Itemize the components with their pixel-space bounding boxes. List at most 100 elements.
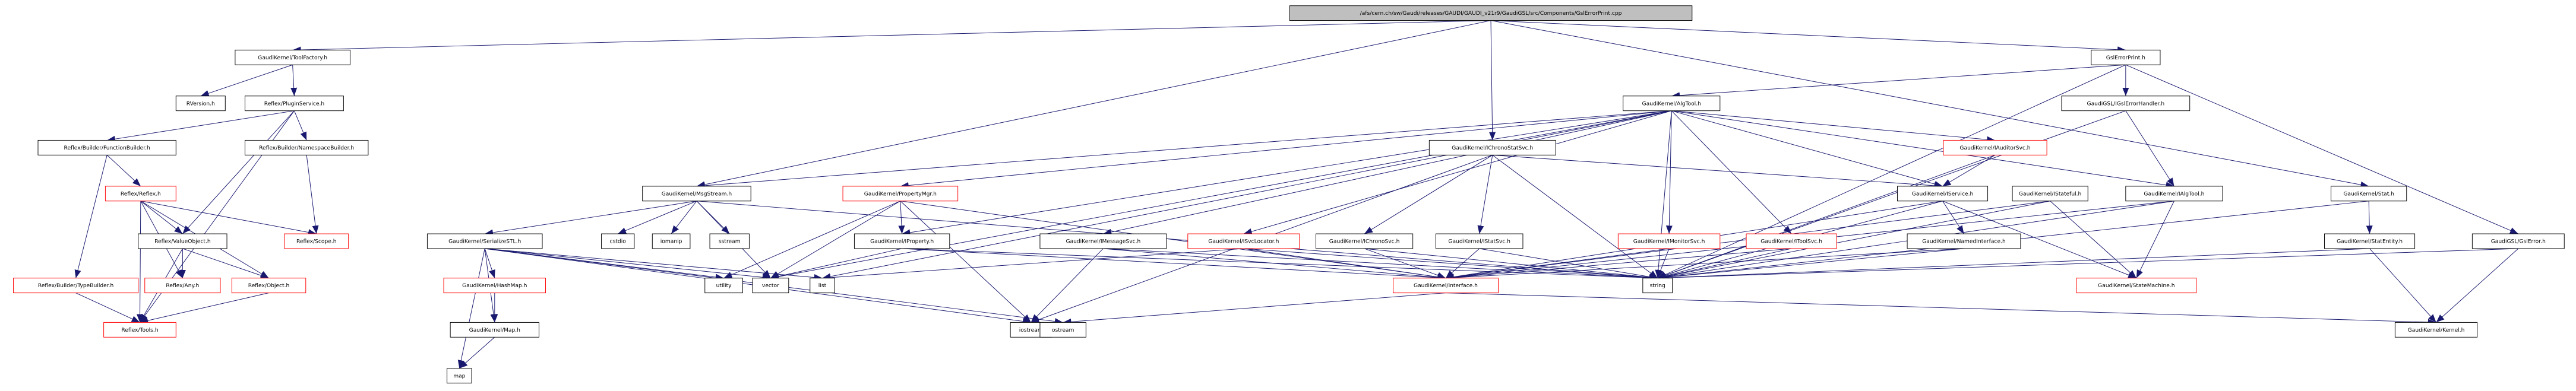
node-label: iomanip xyxy=(660,239,682,245)
node-box xyxy=(1907,233,2021,249)
node-box xyxy=(1393,278,1499,294)
node-box xyxy=(2061,96,2191,112)
node-box xyxy=(37,139,176,155)
node-label: GaudiKernel/IMessageSvc.h xyxy=(1066,239,1140,245)
edge xyxy=(1655,110,1672,278)
edge xyxy=(900,110,1672,189)
edge xyxy=(1445,248,1964,281)
node-box xyxy=(709,233,750,249)
edge xyxy=(306,155,319,234)
edge xyxy=(1243,248,1446,281)
node-box xyxy=(1642,278,1673,294)
node-box xyxy=(810,278,835,294)
node-label: Reflex/Reflex.h xyxy=(121,191,161,197)
edge xyxy=(1942,201,1964,234)
node-label: Reflex/Scope.h xyxy=(296,239,337,245)
node-box xyxy=(450,322,539,338)
node-label: GaudiKernel/Interface.h xyxy=(1414,283,1478,289)
edge xyxy=(290,65,298,96)
edge xyxy=(457,248,485,368)
edge xyxy=(1492,154,1943,189)
edge xyxy=(1657,110,2126,279)
node-box xyxy=(854,233,950,249)
edge xyxy=(292,20,1491,53)
edge xyxy=(75,293,140,323)
edge xyxy=(902,248,1658,281)
edge xyxy=(822,110,1672,280)
node-label: GaudiKernel/NamedInterface.h xyxy=(1922,239,2006,245)
node-box xyxy=(642,186,751,202)
edge xyxy=(74,155,108,278)
edge xyxy=(2125,64,2518,234)
edge xyxy=(671,201,697,234)
node-label: GaudiKernel/IMonitorSvc.h xyxy=(1633,239,1705,245)
node-label: cstdio xyxy=(610,239,627,245)
node-label: utility xyxy=(716,283,732,289)
node-box xyxy=(1187,233,1300,249)
edge xyxy=(1665,110,1673,234)
nodes: /afs/cern.ch/sw/Gaudi/releases/GAUDI/GAU… xyxy=(13,5,2565,384)
node-box xyxy=(144,278,221,294)
node-label: vector xyxy=(762,283,779,289)
node-box xyxy=(1435,233,1524,249)
node-box xyxy=(2471,233,2565,249)
edge xyxy=(293,110,307,141)
node-label: GaudiKernel/IChronoSvc.h xyxy=(1329,239,1400,245)
node-label: Reflex/Tools.h xyxy=(121,328,158,333)
edge xyxy=(1445,248,1480,279)
node-box xyxy=(1943,139,2047,155)
edge xyxy=(1103,248,1658,281)
node-box xyxy=(103,322,176,338)
node-box xyxy=(1897,186,1989,202)
node-label: string xyxy=(1650,283,1665,289)
edge xyxy=(1657,248,2518,281)
edge xyxy=(182,110,295,234)
node-label: Reflex/Builder/FunctionBuilder.h xyxy=(64,145,150,151)
node-label: Reflex/Builder/NamespaceBuilder.h xyxy=(259,145,354,151)
node-box xyxy=(1316,233,1414,249)
node-box xyxy=(601,233,635,249)
edge xyxy=(618,201,697,234)
edge xyxy=(140,201,317,236)
edge xyxy=(1671,64,2126,99)
edge xyxy=(485,201,697,236)
edge xyxy=(1657,248,2370,281)
edge xyxy=(2125,110,2174,187)
node-label: GaudiKernel/AlgTool.h xyxy=(1642,101,1701,107)
edge xyxy=(485,248,823,281)
edge xyxy=(1445,248,1670,281)
node-label: GaudiKernel/IAlgTool.h xyxy=(2144,191,2204,197)
node-box xyxy=(2324,233,2416,249)
edge xyxy=(900,201,1032,323)
node-label: Reflex/Any.h xyxy=(166,283,199,289)
node-box xyxy=(1039,322,1086,338)
node-box xyxy=(426,233,543,249)
node-label: list xyxy=(818,283,827,289)
node-label: /afs/cern.ch/sw/Gaudi/releases/GAUDI/GAU… xyxy=(1360,11,1622,17)
edge xyxy=(1657,201,2050,280)
node-label: GaudiKernel/ISvcLocator.h xyxy=(1208,239,1279,245)
node-label: GaudiKernel/ToolFactory.h xyxy=(258,55,327,61)
node-box xyxy=(704,278,743,294)
node-box xyxy=(105,186,176,202)
node-label: GaudiKernel/IProperty.h xyxy=(870,239,934,245)
edge xyxy=(1942,201,2137,279)
edge xyxy=(1364,248,1658,281)
edge xyxy=(484,248,495,278)
node-box xyxy=(447,368,472,384)
edge xyxy=(1031,248,1104,323)
node-label: sstream xyxy=(719,239,741,245)
edge xyxy=(770,248,902,280)
node-box xyxy=(842,186,959,202)
node-box xyxy=(244,139,369,155)
edge xyxy=(1491,20,2126,53)
node-box xyxy=(2076,278,2197,294)
edge xyxy=(485,248,771,281)
node-label: GaudiKernel/IService.h xyxy=(1912,191,1973,197)
node-box xyxy=(235,49,350,65)
edge xyxy=(2436,248,2519,323)
node-label: GaudiKernel/IStateful.h xyxy=(2019,191,2081,197)
edge xyxy=(1490,20,2369,188)
